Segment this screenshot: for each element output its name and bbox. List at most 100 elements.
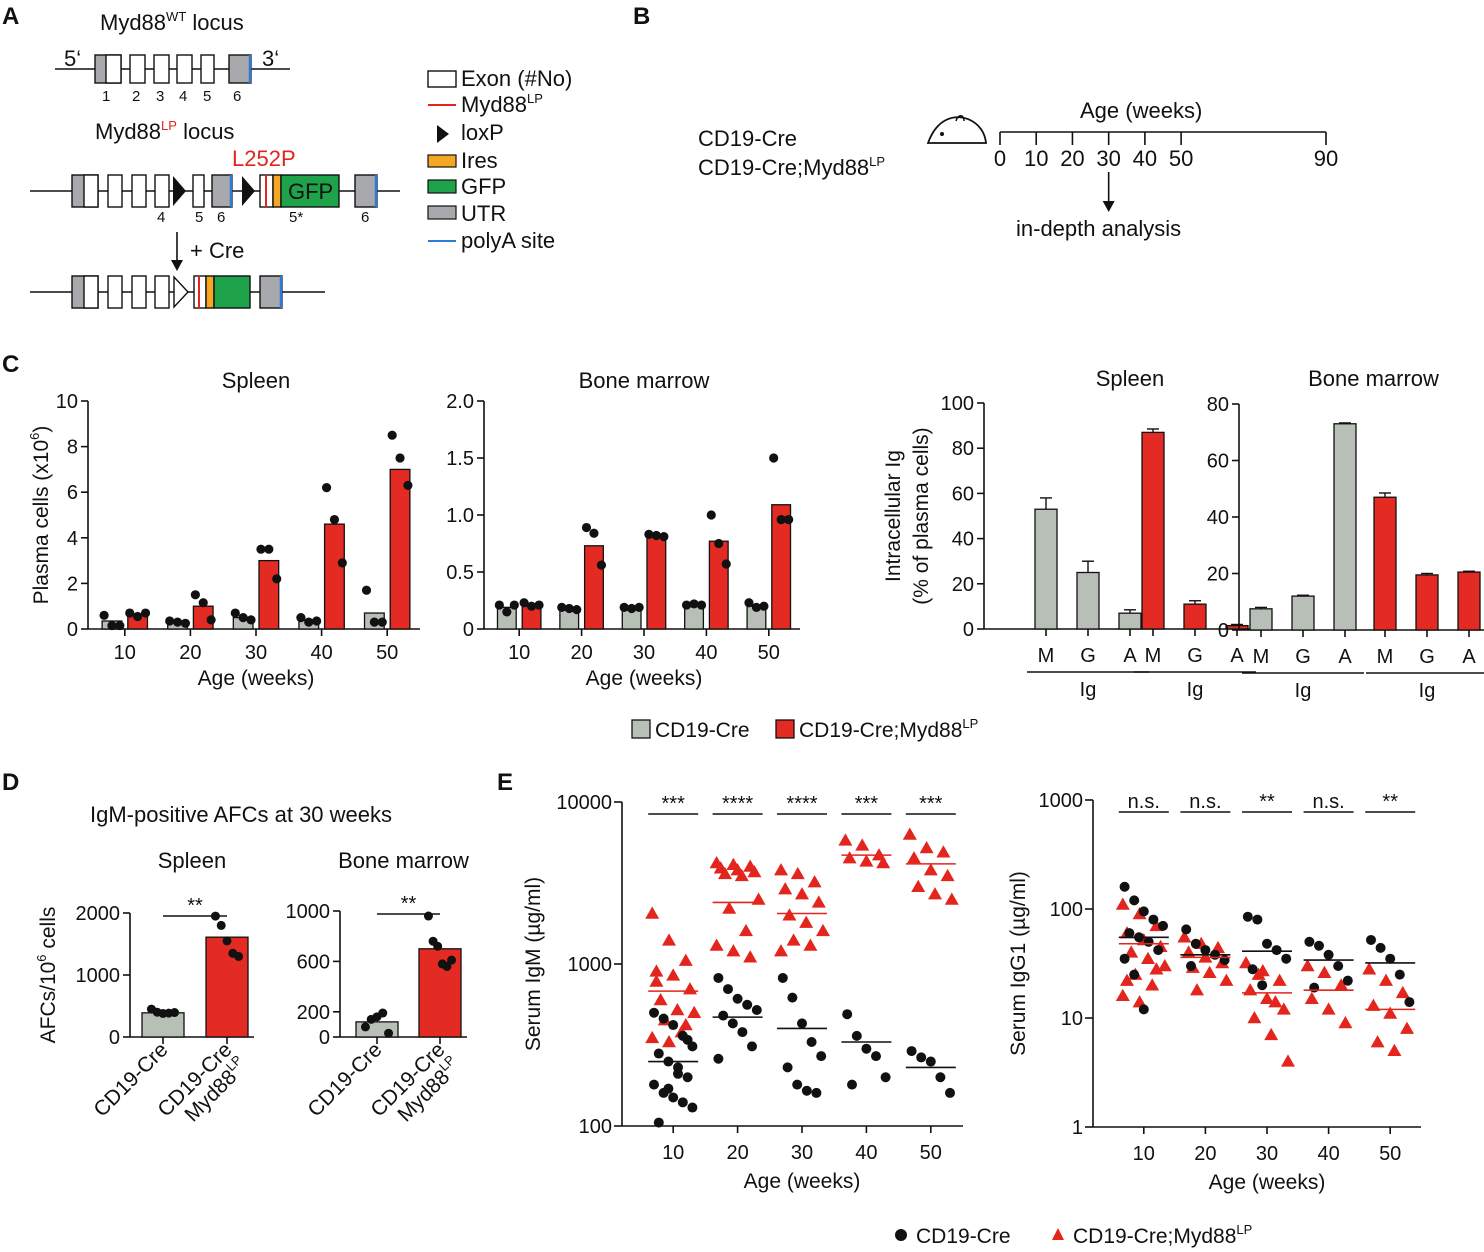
data-point-cd19-cre-myd88lp bbox=[645, 906, 660, 919]
data-point bbox=[627, 603, 637, 614]
data-point-cd19-cre bbox=[801, 1085, 812, 1096]
data-point-cd19-cre-myd88lp bbox=[842, 851, 857, 864]
x-axis-label: Age (weeks) bbox=[1209, 1171, 1326, 1194]
data-point bbox=[377, 617, 387, 627]
data-point-cd19-cre bbox=[787, 992, 798, 1003]
chart-title: Spleen bbox=[1096, 366, 1165, 391]
data-point-cd19-cre-myd88lp bbox=[718, 866, 732, 880]
y-tick-label: 1000 bbox=[1039, 790, 1084, 812]
bar-cd19-cre-myd88lp bbox=[1415, 574, 1439, 631]
significance-label: **** bbox=[786, 793, 817, 815]
data-point bbox=[115, 620, 125, 631]
x-tick-label: 20 bbox=[570, 642, 592, 664]
data-point-cd19-cre-myd88lp bbox=[774, 863, 788, 876]
y-tick-label: 2.0 bbox=[446, 391, 474, 413]
y-axis-label: Intracellular Ig bbox=[882, 450, 905, 582]
data-point bbox=[502, 607, 512, 617]
bar-cd19-cre-myd88lp bbox=[771, 504, 792, 630]
data-point-cd19-cre-myd88lp bbox=[782, 908, 797, 921]
x-tick-label: G bbox=[1080, 645, 1096, 667]
three-prime-label: 3‘ bbox=[262, 46, 279, 71]
bar-cd19-cre-myd88lp bbox=[258, 559, 280, 630]
y-tick-label: 1.5 bbox=[446, 448, 474, 470]
legend-cre-marker bbox=[895, 1229, 907, 1241]
data-point-cd19-cre-myd88lp bbox=[902, 827, 917, 840]
data-point-cd19-cre-myd88lp bbox=[838, 833, 853, 846]
data-point-cd19-cre bbox=[713, 972, 724, 983]
data-point-cd19-cre-myd88lp bbox=[739, 923, 753, 937]
data-point bbox=[360, 1022, 370, 1032]
data-point-cd19-cre bbox=[1385, 953, 1396, 964]
chart-e-serum-igg1: 1 10 100 1000 n.s. 10 n.s. 20 ** 30 n.s. 40 ** 50 Age … bbox=[1007, 790, 1421, 1194]
data-point bbox=[706, 510, 716, 520]
x-tick-label: 40 bbox=[310, 642, 332, 664]
data-point bbox=[264, 544, 274, 554]
y-tick-label: 1.0 bbox=[446, 505, 474, 527]
bar-cd19-cre-myd88lp bbox=[646, 534, 667, 630]
data-point-cd19-cre bbox=[742, 999, 753, 1010]
legend-label: loxP bbox=[461, 120, 504, 145]
legend-label: UTR bbox=[461, 201, 506, 226]
x-tick-label: 20 bbox=[726, 1142, 748, 1164]
data-point bbox=[387, 430, 397, 440]
data-point bbox=[696, 600, 707, 610]
x-tick-label: M bbox=[1377, 646, 1394, 668]
y-tick-label: 60 bbox=[1207, 451, 1229, 473]
data-point bbox=[140, 608, 151, 618]
data-point bbox=[644, 529, 654, 539]
x-tick-label: 40 bbox=[855, 1142, 877, 1164]
wt-exon-number: 1 bbox=[102, 88, 110, 105]
data-point-cd19-cre-myd88lp bbox=[1362, 962, 1377, 975]
data-point-cd19-cre-myd88lp bbox=[859, 854, 874, 867]
data-point-cd19-cre bbox=[658, 1013, 669, 1024]
timeline-tick-label: 30 bbox=[1096, 146, 1120, 171]
x-tick-label: 30 bbox=[633, 642, 655, 664]
bar-cd19-cre-myd88lp bbox=[1373, 496, 1397, 631]
significance-label: *** bbox=[662, 793, 686, 815]
bar-cd19-cre-myd88lp bbox=[1457, 571, 1481, 631]
y-tick-label: 1000 bbox=[286, 901, 331, 923]
data-point bbox=[172, 617, 183, 627]
data-point-cd19-cre-myd88lp bbox=[1149, 962, 1164, 975]
legend-cre-swatch bbox=[631, 719, 651, 739]
data-point-cd19-cre-myd88lp bbox=[1247, 1011, 1262, 1024]
data-point-cd19-cre bbox=[1404, 997, 1415, 1008]
x-tick-label: 50 bbox=[758, 642, 780, 664]
chart-c-bone-marrow-intracellular-ig: 0 20 40 60 80 M G A Ig M G A Ig Bone marrow bbox=[1207, 366, 1484, 702]
panel-d-title: IgM-positive AFCs at 30 weeks bbox=[90, 802, 392, 827]
data-point-cd19-cre-myd88lp bbox=[790, 866, 805, 880]
data-point bbox=[180, 618, 191, 628]
wt-exon-2 bbox=[129, 54, 146, 84]
data-point-cd19-cre-myd88lp bbox=[1276, 1002, 1291, 1015]
data-point bbox=[423, 911, 433, 921]
x-tick-label: 10 bbox=[508, 642, 530, 664]
bar-cd19-cre-myd88lp bbox=[1225, 624, 1249, 630]
significance-label: ** bbox=[187, 895, 203, 917]
data-point-cd19-cre-myd88lp bbox=[1379, 973, 1393, 986]
data-point-cd19-cre bbox=[649, 1079, 659, 1090]
y-tick-label: 1000 bbox=[568, 954, 613, 976]
data-point-cd19-cre bbox=[816, 1051, 827, 1062]
lp-exon-number: 4 bbox=[157, 209, 165, 226]
data-point bbox=[190, 590, 200, 600]
rec-ires-block bbox=[205, 275, 215, 309]
y-tick-label: 40 bbox=[952, 529, 974, 551]
timeline-tick-label: 10 bbox=[1024, 146, 1048, 171]
panel-label-b: B bbox=[633, 3, 650, 30]
data-point bbox=[564, 603, 574, 614]
wt-exon-numbers: 1 2 3 4 5 6 bbox=[102, 88, 241, 105]
y-tick-label: 80 bbox=[952, 438, 974, 460]
y-tick-label: 6 bbox=[67, 482, 78, 504]
x-tick-label: 10 bbox=[114, 642, 136, 664]
x-axis-label: Age (weeks) bbox=[198, 667, 315, 690]
data-point-cd19-cre-myd88lp bbox=[795, 887, 809, 900]
y-tick-label: 100 bbox=[579, 1116, 612, 1138]
data-point bbox=[619, 602, 629, 612]
lp-exon bbox=[83, 174, 99, 208]
data-point-cd19-cre bbox=[1257, 980, 1268, 991]
data-point-cd19-cre-myd88lp bbox=[1190, 983, 1204, 996]
data-point-cd19-cre-myd88lp bbox=[678, 953, 693, 966]
significance-label: *** bbox=[855, 793, 879, 815]
